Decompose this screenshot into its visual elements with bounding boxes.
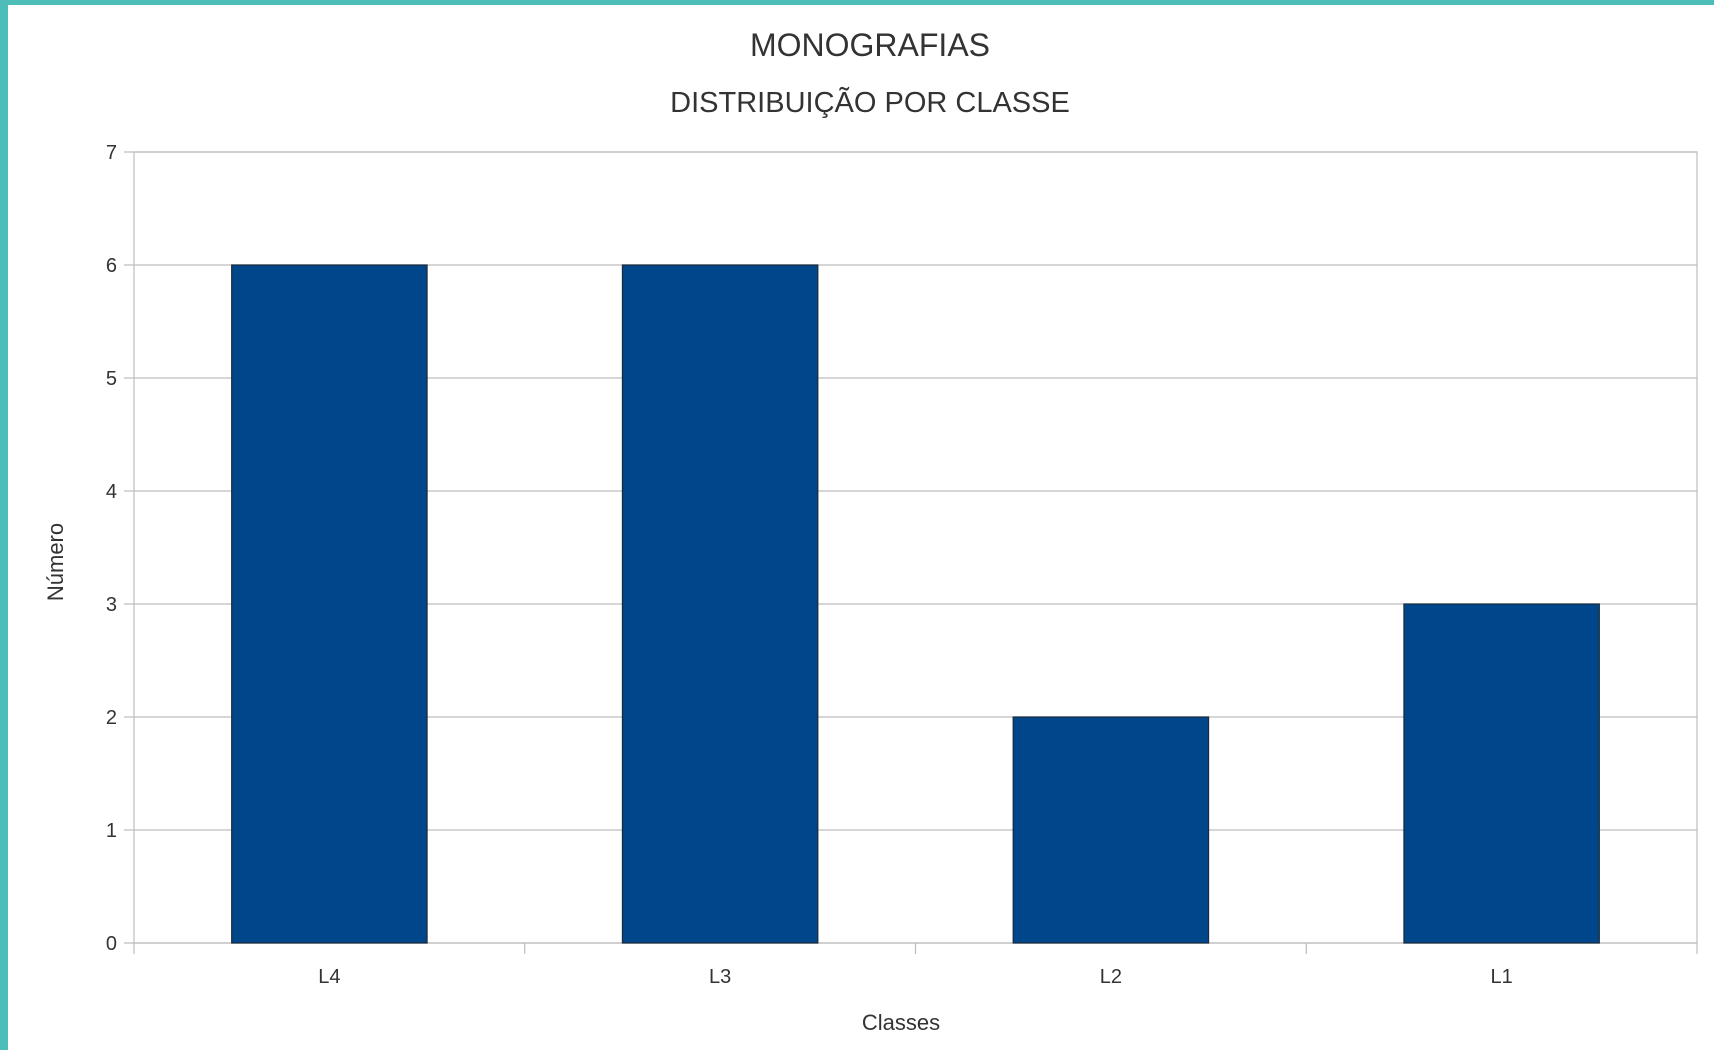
y-tick-label: 2 <box>106 707 117 729</box>
y-tick-label: 3 <box>106 594 117 616</box>
bar-L2 <box>1012 716 1210 944</box>
chart-subtitle: DISTRIBUIÇÃO POR CLASSE <box>670 85 1070 119</box>
y-tick-label: 4 <box>106 481 117 503</box>
y-tick-label: 1 <box>106 820 117 842</box>
x-tick-label: L3 <box>709 966 731 988</box>
x-axis-ticks: L4 L3 L2 L1 <box>133 943 1698 988</box>
x-tick-label: L4 <box>318 966 340 988</box>
x-tick-label: L1 <box>1491 966 1513 988</box>
y-tick-label: 0 <box>106 933 117 955</box>
bar-L3 <box>621 264 819 944</box>
y-tick-label: 5 <box>106 368 117 390</box>
bar-L4 <box>231 264 428 944</box>
bar-L1 <box>1403 603 1600 944</box>
x-axis-title: Classes <box>862 1010 940 1035</box>
chart-title: MONOGRAFIAS <box>750 27 990 63</box>
y-axis-title: Número <box>43 523 68 601</box>
y-tick-label: 6 <box>106 255 117 277</box>
bars <box>231 264 1600 944</box>
y-axis-ticks: 0 1 2 3 4 5 6 7 <box>106 142 117 955</box>
y-tick-label: 7 <box>106 142 117 164</box>
x-tick-label: L2 <box>1100 966 1122 988</box>
